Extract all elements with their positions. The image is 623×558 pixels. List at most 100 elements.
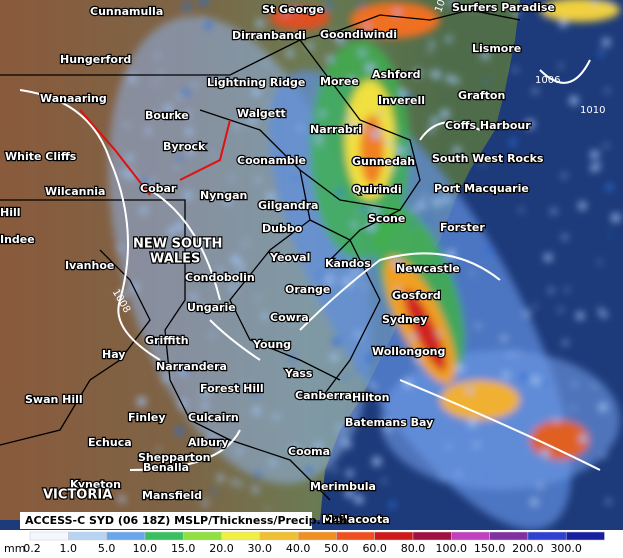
shower xyxy=(244,240,249,244)
legend-swatch xyxy=(29,531,69,541)
shower xyxy=(305,466,313,475)
legend-swatch xyxy=(489,531,529,541)
shower xyxy=(342,437,348,444)
precipitation xyxy=(108,0,621,530)
shower xyxy=(242,244,246,249)
shower xyxy=(569,96,579,105)
shower xyxy=(140,206,148,214)
legend-swatch xyxy=(412,531,452,541)
legend-label: 60.0 xyxy=(362,542,387,555)
shower xyxy=(128,75,136,83)
shower xyxy=(423,194,427,198)
shower xyxy=(331,337,341,347)
place-label: Moree xyxy=(320,75,359,88)
shower xyxy=(543,14,547,18)
place-label: Ungarie xyxy=(187,301,236,314)
title-box xyxy=(20,512,312,529)
shower xyxy=(202,499,209,506)
shower xyxy=(445,75,453,83)
shower xyxy=(307,43,314,50)
shower xyxy=(253,487,259,493)
place-label: Swan Hill xyxy=(25,393,83,406)
isobar-label: 1006 xyxy=(535,75,560,86)
legend-swatch xyxy=(259,531,299,541)
legend-label: 15.0 xyxy=(171,542,196,555)
place-label: Hilton xyxy=(352,391,389,404)
shower xyxy=(525,119,535,129)
shower xyxy=(561,173,567,178)
shower xyxy=(385,139,391,145)
isobar-label: 1010 xyxy=(580,105,605,116)
place-label: Byrock xyxy=(163,140,206,153)
place-label: Inverell xyxy=(378,94,425,107)
shower xyxy=(255,177,261,183)
place-label: Dirranbandi xyxy=(232,29,306,42)
shower xyxy=(445,36,452,43)
shower xyxy=(185,111,191,118)
shower xyxy=(175,427,184,435)
shower xyxy=(236,447,243,454)
shower xyxy=(346,469,354,477)
place-label: Echuca xyxy=(88,436,132,449)
shower xyxy=(248,116,256,125)
shower xyxy=(124,123,129,127)
shower xyxy=(424,217,431,223)
shower xyxy=(252,406,261,415)
shower xyxy=(340,278,344,282)
shower xyxy=(117,245,123,252)
shower xyxy=(456,471,461,477)
shower xyxy=(355,367,361,373)
place-label: Hungerford xyxy=(60,53,131,66)
shower xyxy=(217,266,223,272)
shower xyxy=(127,171,132,176)
shower xyxy=(251,386,260,396)
shower xyxy=(201,388,210,397)
shower xyxy=(252,87,261,97)
shower xyxy=(211,153,215,157)
shower xyxy=(446,443,451,448)
shower xyxy=(481,51,490,60)
shower xyxy=(354,495,364,504)
shower xyxy=(355,331,362,338)
shower xyxy=(203,21,213,30)
place-label: Hill xyxy=(0,206,21,219)
borders xyxy=(0,9,521,501)
shower xyxy=(333,32,337,37)
shower xyxy=(512,9,519,16)
place-label: Indee xyxy=(0,233,35,246)
shower xyxy=(176,222,185,231)
region-label: NEW SOUTH xyxy=(133,237,222,252)
isobars xyxy=(19,59,601,471)
shower xyxy=(286,49,294,57)
shower xyxy=(412,207,418,212)
place-label: Merimbula xyxy=(310,480,376,493)
shower xyxy=(366,222,376,231)
legend-label: 1.0 xyxy=(60,542,78,555)
place-label: Orange xyxy=(285,283,330,296)
shower xyxy=(452,77,460,84)
shower xyxy=(598,260,602,264)
labels: Cunnamulla St George Surfers Paradise Dirra… xyxy=(0,0,605,527)
place-label: Mansfield xyxy=(142,489,202,502)
shower xyxy=(355,414,363,422)
place-label: Quirindi xyxy=(352,183,402,196)
shower xyxy=(126,154,133,162)
place-label: Coffs Harbour xyxy=(445,119,531,132)
shower xyxy=(442,195,450,204)
shower xyxy=(601,453,607,458)
shower xyxy=(319,111,326,117)
shower xyxy=(291,445,299,453)
shower xyxy=(149,179,155,184)
shower xyxy=(211,489,217,494)
shower xyxy=(399,89,408,98)
shower xyxy=(436,331,441,337)
place-label: Gunnedah xyxy=(352,155,415,168)
shower xyxy=(224,197,232,205)
shower xyxy=(562,234,568,240)
shower xyxy=(414,357,422,365)
shower xyxy=(319,271,325,277)
shower xyxy=(590,164,598,172)
shower xyxy=(315,134,323,142)
shower xyxy=(122,169,130,178)
